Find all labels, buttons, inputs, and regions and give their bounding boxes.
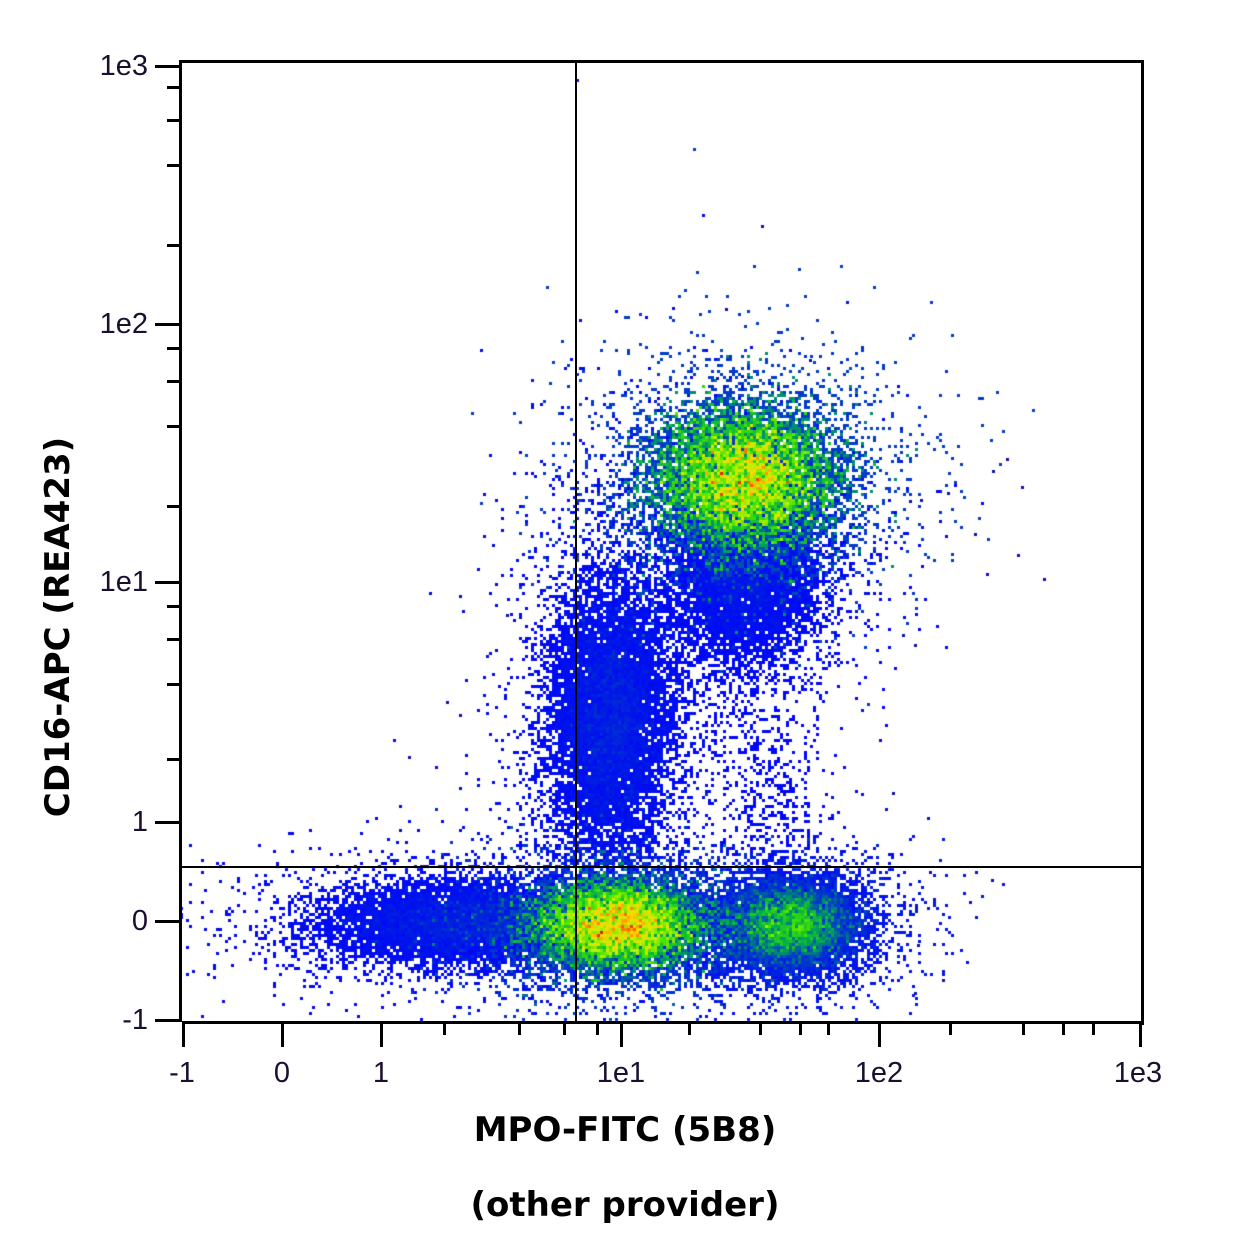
x-minor-tick bbox=[1092, 1022, 1095, 1035]
vertical-quadrant-gate[interactable] bbox=[575, 61, 577, 1022]
y-minor-tick bbox=[167, 164, 180, 167]
x-minor-tick bbox=[799, 1022, 802, 1035]
x-minor-tick bbox=[688, 1022, 691, 1035]
x-tick-label-1: 1 bbox=[372, 1057, 390, 1089]
y-tick-label-1e1: 1e1 bbox=[99, 566, 148, 598]
x-axis-subtitle: (other provider) bbox=[470, 1185, 780, 1225]
y-tick-label-1e2: 1e2 bbox=[99, 308, 148, 340]
y-minor-tick bbox=[167, 683, 180, 686]
y-major-tick bbox=[155, 65, 180, 68]
plot-frame-right bbox=[1141, 60, 1144, 1025]
x-minor-tick bbox=[1062, 1022, 1065, 1035]
y-minor-tick bbox=[167, 244, 180, 247]
y-major-tick bbox=[155, 581, 180, 584]
y-axis-title: CD16-APC (REA423) bbox=[38, 436, 78, 818]
y-tick-label-1: 1 bbox=[131, 806, 148, 838]
x-minor-tick bbox=[827, 1022, 830, 1035]
x-minor-tick bbox=[563, 1022, 566, 1035]
y-minor-tick bbox=[167, 638, 180, 641]
y-minor-tick bbox=[167, 758, 180, 761]
x-minor-tick bbox=[596, 1022, 599, 1035]
y-major-tick bbox=[155, 920, 180, 923]
y-minor-tick bbox=[167, 380, 180, 383]
plot-frame-top bbox=[179, 60, 1144, 63]
x-major-tick bbox=[182, 1022, 185, 1047]
y-major-tick bbox=[155, 821, 180, 824]
y-minor-tick bbox=[167, 119, 180, 122]
x-minor-tick bbox=[518, 1022, 521, 1035]
x-tick-label-1e1: 1e1 bbox=[596, 1057, 646, 1089]
y-minor-tick bbox=[167, 605, 180, 608]
x-tick-label-0: 0 bbox=[273, 1057, 291, 1089]
x-major-tick bbox=[1139, 1022, 1142, 1047]
y-minor-tick bbox=[167, 86, 180, 89]
x-axis-line bbox=[182, 1021, 1144, 1024]
y-axis-line bbox=[179, 61, 182, 1022]
y-tick-label-1e3: 1e3 bbox=[99, 50, 148, 82]
y-tick-label-0: 0 bbox=[131, 905, 148, 937]
x-tick-label-1e2: 1e2 bbox=[854, 1057, 904, 1089]
y-tick-label-neg1: -1 bbox=[122, 1004, 148, 1036]
x-minor-tick bbox=[949, 1022, 952, 1035]
x-minor-tick bbox=[443, 1022, 446, 1035]
y-minor-tick bbox=[167, 347, 180, 350]
x-minor-tick bbox=[1022, 1022, 1025, 1035]
y-minor-tick bbox=[167, 425, 180, 428]
x-tick-label-neg1: -1 bbox=[169, 1057, 195, 1089]
x-major-tick bbox=[878, 1022, 881, 1047]
horizontal-quadrant-gate[interactable] bbox=[181, 866, 1143, 868]
x-major-tick bbox=[380, 1022, 383, 1047]
y-major-tick bbox=[155, 1019, 180, 1022]
x-minor-tick bbox=[759, 1022, 762, 1035]
x-axis-title: MPO-FITC (5B8) bbox=[473, 1110, 777, 1150]
x-tick-label-1e3: 1e3 bbox=[1113, 1057, 1163, 1089]
x-major-tick bbox=[620, 1022, 623, 1047]
y-major-tick bbox=[155, 323, 180, 326]
y-minor-tick bbox=[167, 505, 180, 508]
x-major-tick bbox=[281, 1022, 284, 1047]
